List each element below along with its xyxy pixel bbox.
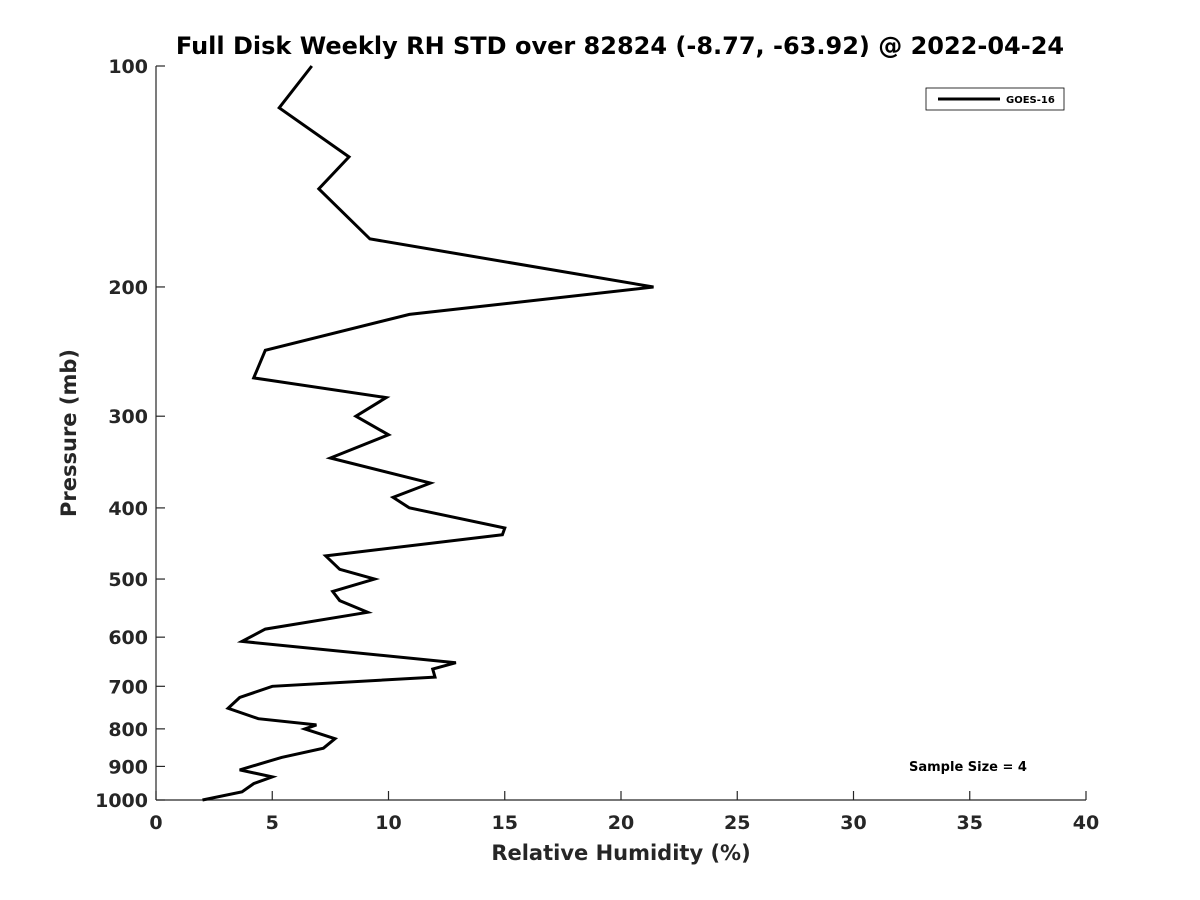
y-tick-label: 200 — [108, 277, 148, 299]
series-line-goes-16 — [202, 65, 654, 802]
x-tick-label: 0 — [149, 812, 162, 834]
chart-title: Full Disk Weekly RH STD over 82824 (-8.7… — [176, 32, 1064, 60]
y-tick-label: 500 — [108, 569, 148, 591]
y-tick-label: 400 — [108, 498, 148, 520]
y-tick-label: 300 — [108, 406, 148, 428]
sample-size-annotation: Sample Size = 4 — [909, 760, 1027, 775]
y-axis-label: Pressure (mb) — [57, 349, 81, 517]
y-axis-ticks: 100 200 300 400 500 600 700 800 900 1000 — [95, 56, 165, 812]
x-axis-label: Relative Humidity (%) — [491, 841, 750, 865]
y-tick-label: 600 — [108, 627, 148, 649]
x-tick-label: 20 — [608, 812, 634, 834]
y-tick-label: 700 — [108, 676, 148, 698]
y-tick-label: 900 — [108, 756, 148, 778]
x-tick-label: 35 — [957, 812, 983, 834]
axes — [155, 66, 1086, 801]
y-tick-label: 1000 — [95, 790, 148, 812]
x-tick-label: 25 — [724, 812, 750, 834]
x-tick-label: 10 — [375, 812, 401, 834]
legend: GOES-16 — [925, 87, 1065, 111]
x-axis-ticks: 0 5 10 15 20 25 30 35 40 — [149, 791, 1099, 834]
legend-label-goes-16: GOES-16 — [1006, 95, 1055, 106]
y-tick-label: 100 — [108, 56, 148, 78]
x-tick-label: 5 — [266, 812, 279, 834]
x-tick-label: 15 — [492, 812, 518, 834]
y-tick-label: 800 — [108, 719, 148, 741]
x-tick-label: 40 — [1073, 812, 1099, 834]
x-tick-label: 30 — [840, 812, 866, 834]
